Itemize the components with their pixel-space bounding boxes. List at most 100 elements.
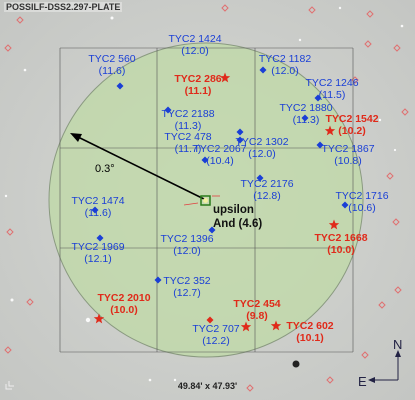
star-magnitude: (11.6) [84, 207, 112, 219]
diamond-marker-icon-tyc2-1880 [301, 114, 309, 122]
scale-label: 0.3° [95, 163, 115, 175]
star-magnitude: (12.0) [248, 148, 276, 160]
star-marker-icon-tyc2-2010 [93, 313, 105, 324]
star-label-tyc2-1302: TYC2 1302 (12.0) [235, 136, 288, 160]
star-magnitude: (12.0) [271, 65, 299, 77]
background-star [85, 317, 91, 323]
star-id: TYC2 1867 [321, 143, 375, 155]
catalog-diamond-icon [386, 172, 394, 180]
diamond-marker-icon-tyc2-560 [116, 82, 124, 90]
star-id: TYC2 2067 [193, 143, 247, 155]
background-star [338, 6, 342, 10]
catalog-diamond-icon [221, 4, 229, 12]
star-label-tyc2-1182: TYC2 1182 (12.0) [259, 53, 311, 77]
diamond-marker-icon-tyc2-2188 [164, 106, 172, 114]
east-arrowhead-icon [368, 377, 375, 383]
diamond-marker-icon-tyc2-1246 [314, 94, 322, 102]
star-id: TYC2 286 [174, 73, 222, 85]
star-label-tyc2-560: TYC2 560 (11.6) [88, 53, 135, 77]
background-star [23, 68, 27, 72]
star-magnitude: (12.0) [181, 45, 209, 57]
star-magnitude: (10.0) [110, 304, 138, 316]
catalog-diamond-icon [326, 376, 334, 384]
diamond-marker-icon-tyc2-352 [154, 276, 162, 284]
diamond-marker-icon-tyc2-1396 [208, 226, 216, 234]
catalog-diamond-icon [401, 108, 409, 116]
scale-arrow-line [75, 135, 207, 201]
star-label-tyc2-454: TYC2 454 (9.8) [233, 298, 280, 322]
star-markers [91, 66, 349, 332]
star-label-tyc2-1246: TYC2 1246 (11.5) [305, 77, 358, 101]
catalog-diamond-icon [378, 301, 386, 309]
star-marker-icon-tyc2-707 [240, 321, 252, 332]
scale-arrow [70, 133, 207, 201]
star-magnitude: (11.7) [174, 143, 202, 155]
target-crosshair [183, 195, 220, 206]
background-star [110, 16, 114, 20]
background-star [292, 360, 300, 368]
star-label-tyc2-1969: TYC2 1969 (12.1) [71, 241, 124, 265]
catalog-diamond-icon [361, 351, 369, 359]
star-magnitude: (11.6) [98, 65, 126, 77]
star-label-tyc2-478: TYC2 478 (11.7) [164, 131, 211, 155]
background-star [148, 378, 152, 382]
star-label-tyc2-1474: TYC2 1474 (11.6) [71, 195, 124, 219]
catalog-diamond-icon [366, 10, 374, 18]
star-id: TYC2 478 [164, 131, 212, 143]
star-magnitude: (11.1) [184, 85, 212, 97]
background-star [173, 378, 177, 382]
catalog-diamond-icon [6, 228, 14, 236]
compass [368, 350, 401, 383]
star-label-tyc2-1668: TYC2 1668 (10.0) [314, 232, 367, 256]
star-id: TYC2 2176 [240, 178, 294, 190]
diamond-marker-icon-tyc2-1474 [91, 206, 99, 214]
field-grid [59, 47, 354, 353]
star-magnitude: (10.6) [348, 202, 376, 214]
star-magnitude: (10.2) [338, 125, 366, 137]
diamond-marker-icon-tyc2-478 [236, 128, 244, 136]
diamond-marker-icon-tyc2-1302 [236, 136, 244, 144]
star-id: TYC2 352 [163, 275, 211, 287]
star-label-tyc2-707: TYC2 707 (12.2) [192, 323, 239, 347]
star-id: TYC2 1182 [258, 53, 312, 65]
star-magnitude: (12.8) [253, 190, 281, 202]
star-magnitude: (11.5) [318, 89, 346, 101]
star-magnitude: (11.3) [292, 114, 320, 126]
catalog-diamond-icon [4, 346, 12, 354]
east-label: E [358, 374, 367, 389]
star-id: TYC2 1880 [279, 102, 333, 114]
star-magnitude: (11.3) [174, 120, 202, 132]
star-id: TYC2 1969 [71, 241, 125, 253]
star-magnitude: (10.0) [327, 244, 355, 256]
star-marker-icon-tyc2-1668 [328, 219, 340, 230]
star-id: TYC2 454 [233, 298, 281, 310]
star-marker-icon-tyc2-1542 [324, 125, 336, 136]
target-name-mag: And (4.6) [213, 218, 263, 230]
background-star [378, 118, 382, 122]
star-magnitude: (10.1) [296, 332, 324, 344]
diamond-marker-icon-tyc2-2176 [256, 174, 264, 182]
background-markers [4, 4, 409, 392]
background-star [400, 24, 404, 28]
catalog-diamond-icon [4, 44, 12, 52]
star-id: TYC2 1424 [168, 33, 222, 45]
star-id: TYC2 560 [88, 53, 136, 65]
background-stars [4, 6, 404, 382]
star-id: TYC2 1668 [314, 232, 368, 244]
scale-arrowhead-icon [70, 133, 82, 142]
star-label-tyc2-602: TYC2 602 (10.1) [286, 320, 333, 344]
star-id: TYC2 1542 [325, 113, 379, 125]
survey-plate-label: POSSILF-DSS2.297-PLATE [4, 2, 123, 12]
target-box-icon [200, 195, 211, 206]
star-label-tyc2-286: TYC2 286 (11.1) [174, 73, 221, 97]
star-label-tyc2-2067: TYC2 2067 (10.4) [193, 143, 246, 167]
star-label-tyc2-1867: TYC2 1867 (10.8) [321, 143, 374, 167]
diamond-marker-icon-tyc2-1969 [96, 234, 104, 242]
target-label: upsilon And (4.6) [213, 203, 262, 231]
star-magnitude: (12.0) [173, 245, 201, 257]
background-star [298, 38, 302, 42]
star-id: TYC2 1246 [305, 77, 359, 89]
star-label-tyc2-1880: TYC2 1880 (11.3) [279, 102, 332, 126]
